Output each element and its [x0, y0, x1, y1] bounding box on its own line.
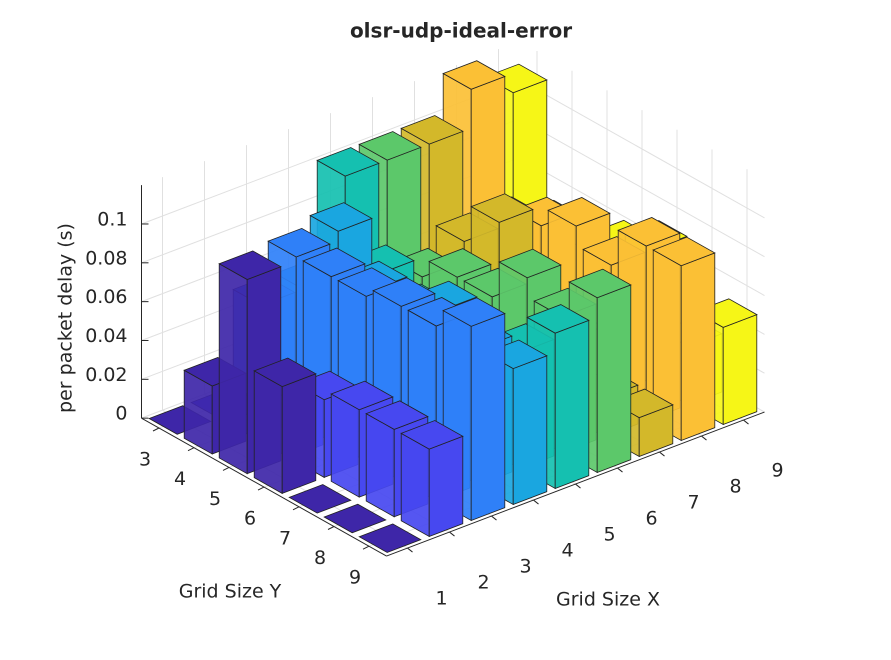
x-tick — [617, 467, 623, 473]
chart-title: olsr-udp-ideal-error — [350, 19, 572, 43]
x-tick — [701, 435, 707, 441]
y-tick — [257, 486, 265, 491]
x-tick-label: 3 — [519, 556, 531, 578]
y-tick — [327, 526, 335, 530]
y-axis — [141, 417, 387, 557]
bar-top — [372, 277, 436, 307]
bar-side — [365, 412, 395, 518]
bar-top — [358, 131, 422, 161]
z-tick-label: 0.08 — [85, 247, 127, 269]
bar-top — [358, 523, 422, 553]
bar-top — [498, 248, 562, 279]
bar-top — [218, 250, 282, 280]
z-tick-label: 0.1 — [97, 208, 127, 230]
y-tick — [362, 545, 370, 550]
y-tick — [187, 447, 195, 452]
y-axis-title: Grid Size Y — [179, 581, 282, 603]
bar-top — [323, 503, 387, 534]
bar-front — [512, 355, 548, 506]
bar-top — [547, 197, 611, 227]
x-tick — [743, 419, 749, 425]
y-tick-label: 7 — [279, 527, 291, 549]
y-tick-label: 4 — [174, 468, 186, 490]
y-tick — [292, 506, 300, 511]
x-tick-label: 2 — [477, 572, 489, 594]
bar-top — [568, 268, 632, 299]
x-tick-label: 1 — [435, 588, 447, 610]
z-tick-label: 0.02 — [85, 364, 127, 386]
bar-top — [267, 227, 331, 258]
bar-top — [253, 357, 317, 388]
x-tick-label: 8 — [729, 476, 741, 498]
bar-front — [722, 314, 758, 426]
x-tick — [449, 531, 455, 537]
y-tick-label: 6 — [244, 508, 256, 530]
bar-side — [400, 432, 430, 538]
x-tick-label: 9 — [771, 460, 783, 482]
bar-top — [288, 484, 352, 514]
bar-side — [253, 370, 283, 495]
z-tick-label: 0 — [115, 403, 127, 425]
y-tick-label: 9 — [349, 567, 361, 589]
x-tick — [491, 515, 497, 521]
x-tick — [407, 547, 413, 553]
y-tick — [222, 466, 230, 471]
bar-side — [330, 393, 360, 498]
z-tick-label: 0.04 — [85, 325, 127, 347]
x-tick-label: 5 — [603, 524, 615, 546]
y-tick-label: 3 — [139, 449, 151, 471]
bar-top — [400, 420, 464, 450]
bar-top — [526, 304, 590, 334]
bar-top — [330, 380, 394, 411]
z-tick-label: 0.06 — [85, 286, 127, 308]
bar-front — [428, 435, 464, 538]
bar-front — [680, 252, 716, 442]
bar-top — [428, 248, 492, 278]
bar-top — [617, 217, 681, 247]
bar-front — [596, 284, 632, 474]
bar-top — [652, 236, 716, 267]
y-tick-label: 5 — [209, 488, 221, 510]
y-tick-label: 8 — [314, 547, 326, 569]
x-tick-label: 6 — [645, 508, 657, 530]
bar-top — [365, 400, 429, 430]
z-axis-title: per packet delay (s) — [55, 223, 77, 413]
bar-top — [400, 115, 464, 145]
bar-top — [442, 60, 506, 90]
bar-top — [442, 297, 506, 327]
x-tick — [533, 499, 539, 505]
bar-top — [316, 147, 380, 177]
bar-top — [309, 202, 373, 232]
x-tick — [575, 483, 581, 489]
bar-front — [470, 312, 506, 522]
bar-top — [470, 193, 534, 223]
bar-front — [281, 373, 317, 494]
y-tick — [152, 427, 160, 432]
bar-top — [302, 247, 366, 278]
bar-front — [554, 319, 590, 490]
x-tick-label: 4 — [561, 540, 573, 562]
x-tick — [659, 451, 665, 457]
bar-side — [218, 263, 248, 475]
x-tick-label: 7 — [687, 492, 699, 514]
x-axis-title: Grid Size X — [556, 589, 660, 611]
